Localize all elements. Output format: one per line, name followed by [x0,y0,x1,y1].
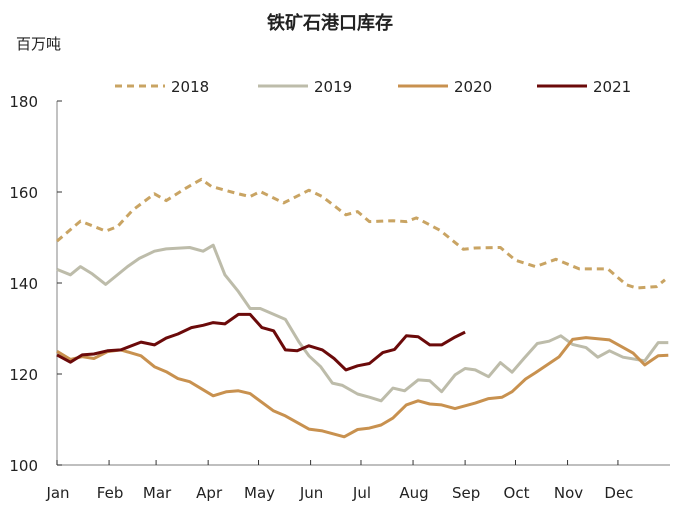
series-line-2021 [56,312,466,372]
x-tick-label: Apr [196,484,223,502]
y-axis-unit: 百万吨 [16,35,61,53]
legend-label-2019: 2019 [314,78,352,96]
y-tick-label: 100 [9,457,38,475]
x-tick-label: Sep [452,484,480,502]
series-line-2018 [56,177,666,290]
y-tick-label: 180 [9,93,38,111]
x-tick-label: Oct [504,484,530,502]
y-tick-label: 160 [9,184,38,202]
x-tick-label: Mar [143,484,172,502]
series-line-2019 [56,243,669,403]
chart-title: 铁矿石港口库存 [267,12,393,34]
y-tick-label: 140 [9,275,38,293]
x-tick-label: Feb [97,484,124,502]
legend-label-2021: 2021 [593,78,631,96]
legend: 2018 2019 2020 2021 [115,78,631,96]
axes: 100 120 140 160 180 Jan Feb Mar Apr May Jun Jul Aug S… [9,93,670,502]
x-tick-label: Nov [554,484,583,502]
series-line-2020 [56,336,669,439]
x-tick-label: May [244,484,275,502]
x-tick-label: Jul [352,484,371,502]
x-tick-label: Aug [399,484,428,502]
y-tick-label: 120 [9,366,38,384]
series-lines [56,177,669,439]
x-tick-label: Jan [45,484,69,502]
x-tick-label: Dec [604,484,633,502]
legend-label-2018: 2018 [171,78,209,96]
legend-label-2020: 2020 [454,78,492,96]
x-tick-label: Jun [299,484,323,502]
